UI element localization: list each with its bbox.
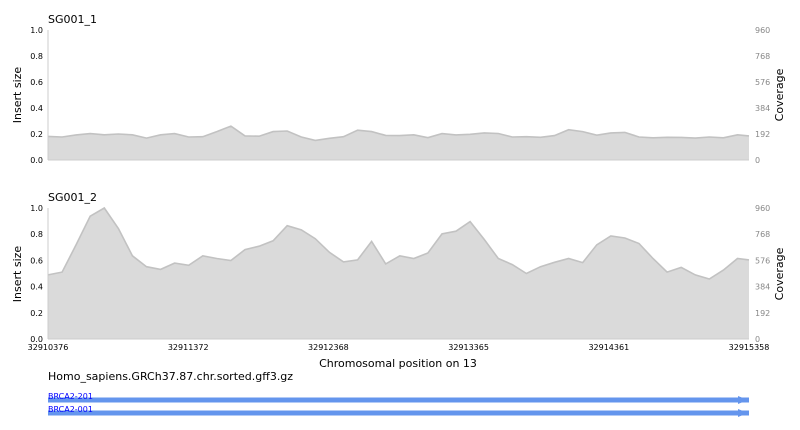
y-tick-label: 1.0 [30,204,43,213]
y2-tick-label: 384 [755,283,770,292]
y2-tick-label: 384 [755,104,770,113]
y-axis-label: Insert size [11,246,24,303]
x-axis-label: Chromosomal position on 13 [319,357,477,370]
coverage-area [48,208,749,339]
coverage-line [47,206,750,280]
y2-tick-label: 960 [755,204,770,213]
x-tick-label: 32910376 [28,343,69,352]
strand-arrow [738,396,748,404]
x-tick-label: 32912368 [308,343,349,352]
y-tick-label: 0.4 [30,283,43,292]
y-axis-label: Insert size [11,67,24,124]
y2-tick-label: 192 [755,130,770,139]
feature-bar [48,397,749,403]
y-tick-label: 0.0 [30,335,43,344]
feature-bar [48,410,749,416]
y2-tick-label: 0 [755,335,760,344]
y2-tick-label: 0 [755,156,760,165]
y2-tick-label: 576 [755,256,770,265]
y-tick-label: 0.2 [30,130,43,139]
y-tick-label: 0.6 [30,78,43,87]
x-tick-label: 32913365 [448,343,489,352]
y2-tick-label: 192 [755,309,770,318]
y2-tick-label: 960 [755,26,770,35]
y2-tick-label: 768 [755,52,770,61]
y-tick-label: 1.0 [30,26,43,35]
y-tick-label: 0.4 [30,104,43,113]
panel-sg001-2: SG001_2 Insert size Coverage Chromosomal… [11,191,786,370]
y2-axis-label: Coverage [773,68,786,121]
y2-axis-label: Coverage [773,247,786,300]
y2-tick-label: 576 [755,78,770,87]
y-tick-label: 0.2 [30,309,43,318]
feature-label: BRCA2-201 [48,392,93,401]
x-tick-label: 32915358 [729,343,770,352]
feature-list: BRCA2-201 BRCA2-001 [48,392,749,417]
y2-tick-label: 768 [755,230,770,239]
y-tick-label: 0.0 [30,156,43,165]
feature-label: BRCA2-001 [48,405,93,414]
y-tick-label: 0.6 [30,256,43,265]
panel-sg001-1: SG001_1 Insert size Coverage 0.0 0.2 0.4 0.… [11,13,786,165]
coverage-line [47,125,750,142]
x-tick-label: 32914361 [588,343,629,352]
coverage-area [48,126,749,160]
strand-arrow [738,409,748,417]
y-tick-label: 0.8 [30,230,43,239]
x-tick-label: 32911372 [168,343,209,352]
track-title: Homo_sapiens.GRCh37.87.chr.sorted.gff3.g… [48,370,293,383]
y-tick-label: 0.8 [30,52,43,61]
annotation-track: Homo_sapiens.GRCh37.87.chr.sorted.gff3.g… [48,370,749,417]
panel-title: SG001_2 [48,191,97,204]
panel-title: SG001_1 [48,13,97,26]
